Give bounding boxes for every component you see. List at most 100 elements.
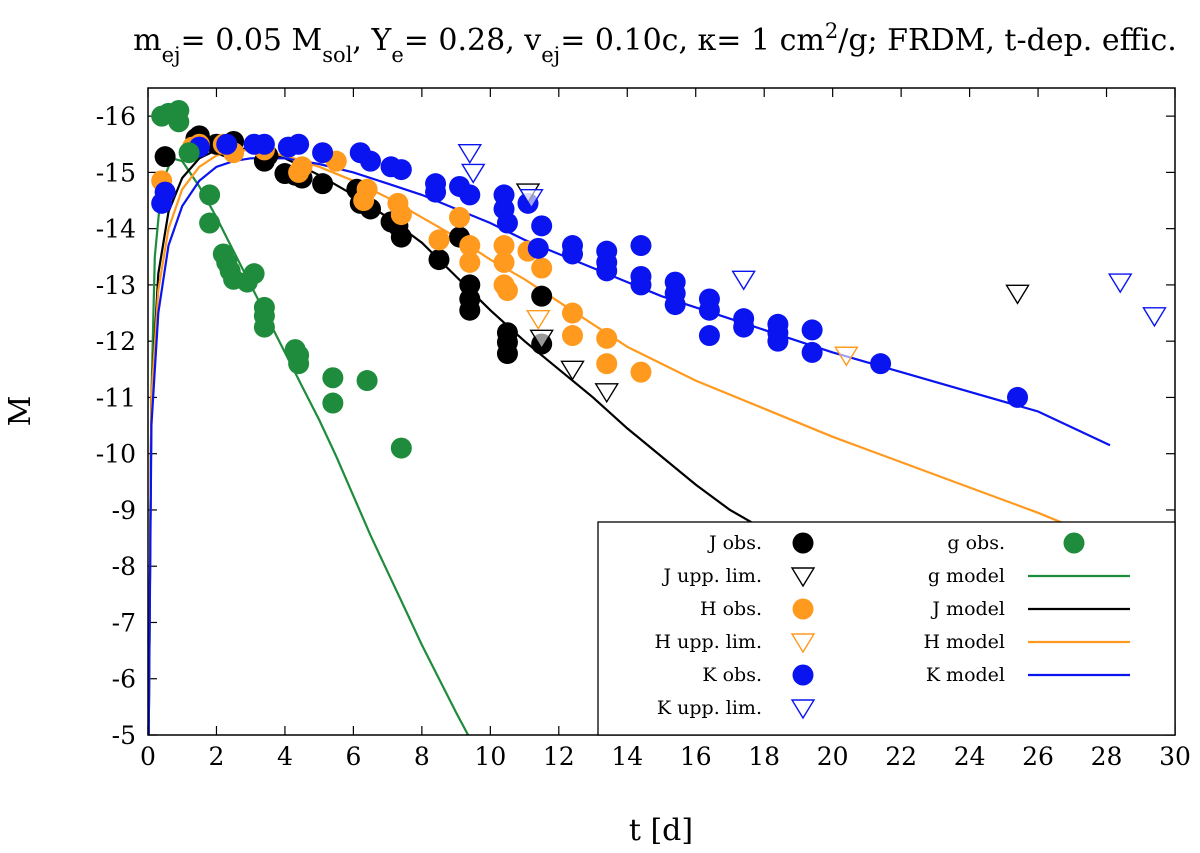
y-tick-label: -8 [112, 552, 136, 581]
k-obs-point [216, 133, 238, 155]
y-tick-label: -14 [96, 215, 136, 244]
g-obs-point [243, 263, 265, 285]
g-obs-point [199, 212, 221, 234]
x-tick-label: 22 [885, 742, 917, 771]
legend-marker-dot [792, 532, 814, 554]
k-upp-lim-marker [519, 189, 544, 210]
legend-label: H model [923, 631, 1005, 653]
g-obs-point [356, 370, 378, 392]
k-obs-point [561, 243, 583, 265]
title-part: sol [322, 43, 352, 67]
h-model-line [148, 148, 1094, 735]
k-obs-point [253, 133, 275, 155]
legend-box [597, 521, 1176, 736]
h-obs-point [493, 251, 515, 273]
g-obs-point [168, 111, 190, 133]
k-obs-point [531, 215, 553, 237]
k-obs-point [664, 294, 686, 316]
j-obs-point [390, 226, 412, 248]
j-obs-point [312, 173, 334, 195]
legend-marker-triangle [790, 633, 816, 654]
title-part: ej [162, 43, 181, 67]
k-obs-point [425, 181, 447, 203]
x-tick-label: 6 [345, 742, 361, 771]
k-model-line [148, 157, 1111, 735]
j-obs-point [531, 285, 553, 307]
g-obs-point [288, 353, 310, 375]
x-tick-label: 24 [954, 742, 986, 771]
x-tick-label: 4 [277, 742, 293, 771]
h-obs-point [561, 302, 583, 324]
title-part: 2 [825, 19, 838, 43]
j-upp-lim-marker [1005, 284, 1030, 305]
k-obs-point [767, 330, 789, 352]
j-upp-lim-marker [529, 329, 554, 350]
x-tick-label: 8 [414, 742, 430, 771]
legend-label: J obs. [707, 532, 762, 554]
legend-marker-dot [792, 598, 814, 620]
j-upp-lim-marker [594, 383, 619, 404]
legend-label: K obs. [702, 664, 762, 686]
x-tick-label: 0 [140, 742, 156, 771]
k-obs-point [288, 133, 310, 155]
h-obs-point [459, 251, 481, 273]
legend-label: H obs. [700, 598, 762, 620]
k-obs-point [801, 341, 823, 363]
legend-label: H upp. lim. [655, 631, 762, 653]
title-part: = 0.28, v [404, 23, 542, 58]
legend-marker-dot [792, 664, 814, 686]
y-tick-label: -5 [112, 721, 136, 750]
k-obs-point [527, 237, 549, 259]
y-tick-label: -11 [96, 383, 136, 412]
h-obs-point [449, 206, 471, 228]
k-upp-lim-marker [457, 143, 483, 165]
k-obs-point [733, 316, 755, 338]
j-obs-point [154, 146, 176, 168]
x-tick-label: 2 [209, 742, 225, 771]
x-tick-label: 14 [611, 742, 643, 771]
k-obs-point [596, 260, 618, 282]
legend-marker-triangle [790, 567, 816, 588]
h-obs-point [356, 178, 378, 200]
g-model-line [148, 156, 470, 735]
h-obs-point [459, 235, 481, 257]
title-part: ej [541, 43, 560, 67]
h-obs-point [493, 235, 515, 257]
k-obs-point [801, 319, 823, 341]
h-obs-point [596, 327, 618, 349]
legend-label: J upp. lim. [661, 565, 762, 587]
y-tick-label: -12 [96, 327, 136, 356]
y-tick-label: -10 [96, 440, 136, 469]
title-part: e [391, 43, 403, 67]
x-tick-label: 30 [1159, 742, 1191, 771]
x-tick-label: 10 [474, 742, 506, 771]
h-obs-point [390, 204, 412, 226]
h-obs-point [596, 353, 618, 375]
j-obs-point [496, 343, 518, 365]
k-upp-lim-marker [1142, 307, 1167, 328]
j-obs-point [459, 299, 481, 321]
legend-label: g obs. [947, 532, 1005, 554]
k-obs-point [459, 184, 481, 206]
y-axis-label: M [3, 396, 38, 427]
x-tick-label: 26 [1022, 742, 1054, 771]
k-obs-point [360, 150, 382, 172]
h-upp-lim-marker [834, 346, 859, 367]
y-tick-label: -15 [96, 158, 136, 187]
k-obs-point [630, 274, 652, 296]
k-obs-point [698, 325, 720, 347]
g-obs-point [390, 437, 412, 459]
k-upp-lim-marker [460, 163, 486, 184]
g-obs-point [253, 316, 275, 338]
tick-labels: 0 2 4 6 8 10 12 14 16 18 20 22 24 26 28 30-16-15-14-13-… [96, 102, 1191, 771]
k-obs-point [1007, 386, 1029, 408]
x-tick-label: 16 [680, 742, 712, 771]
observation-points [151, 100, 1167, 459]
k-obs-point [154, 181, 176, 203]
legend-marker-triangle [790, 699, 816, 720]
h-obs-point [428, 229, 450, 251]
g-obs-point [178, 142, 200, 164]
k-obs-point [698, 299, 720, 321]
x-tick-label: 20 [817, 742, 849, 771]
